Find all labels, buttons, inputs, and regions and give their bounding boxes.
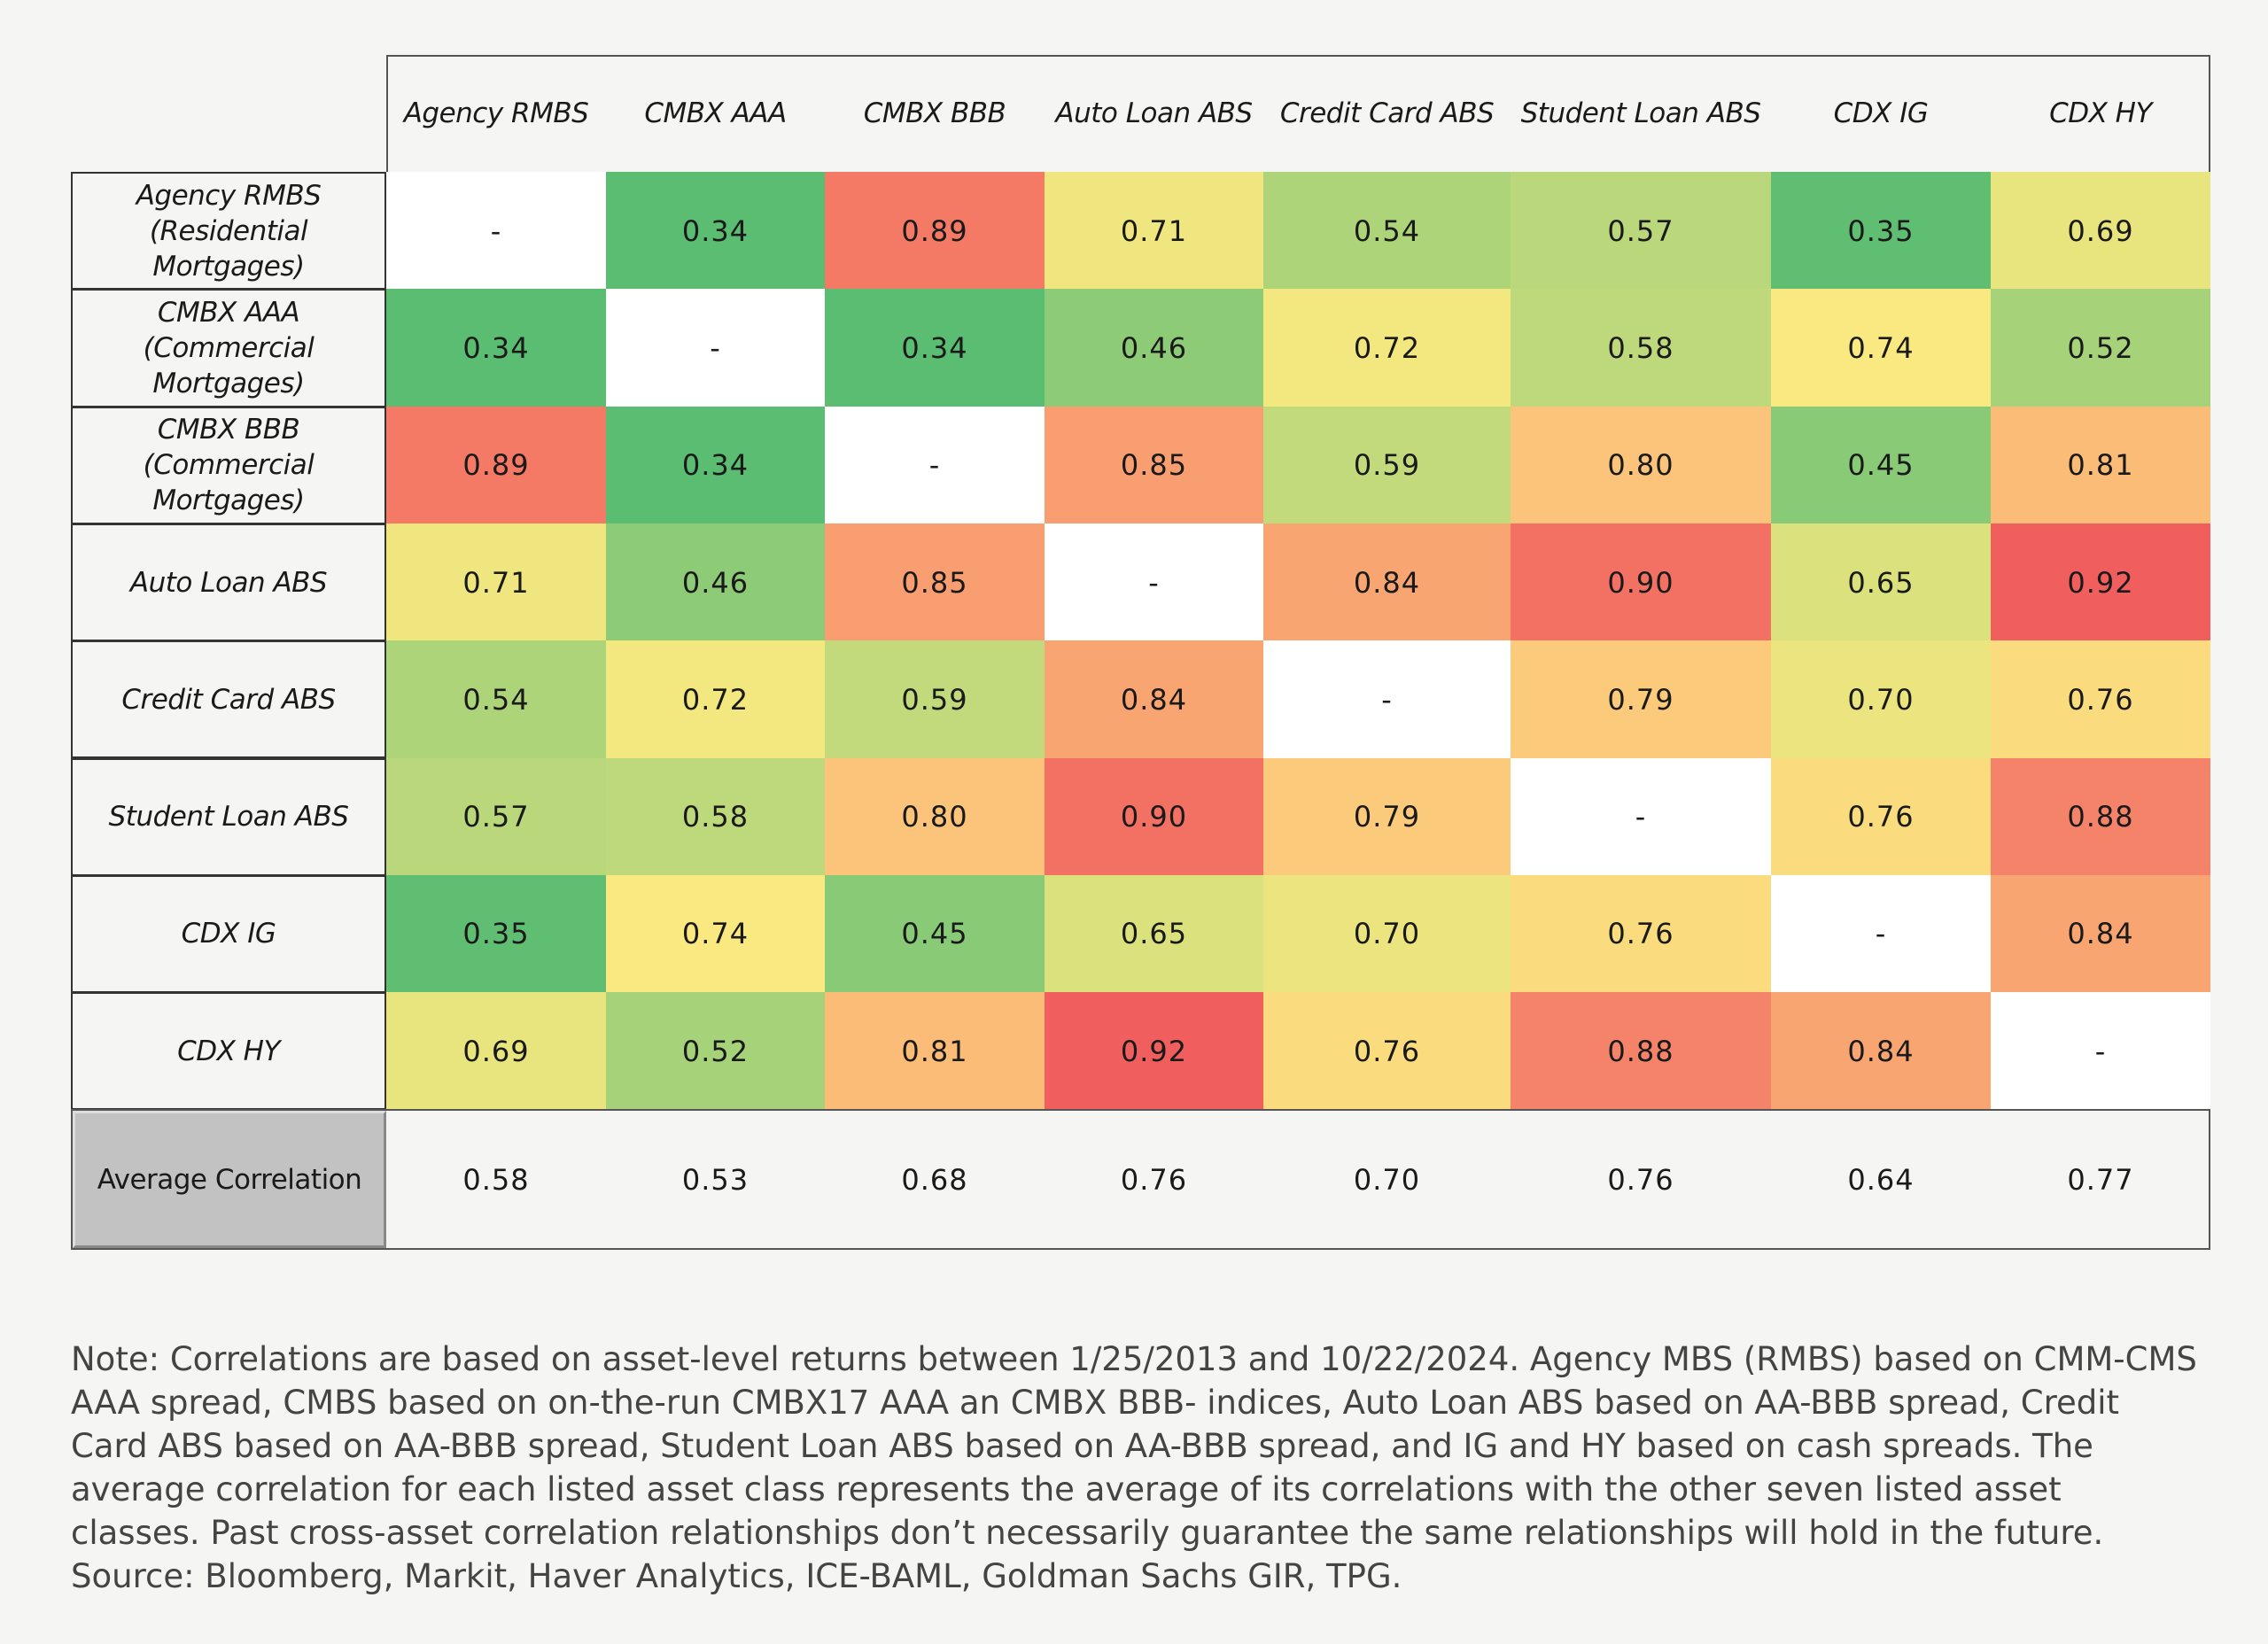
correlation-cell: 0.79 <box>1511 640 1771 759</box>
correlation-cell: 0.90 <box>1045 757 1263 876</box>
correlation-cell: 0.76 <box>1991 640 2210 759</box>
correlation-cell: 0.85 <box>825 523 1045 642</box>
correlation-cell: - <box>1511 757 1771 876</box>
correlation-cell: 0.81 <box>1991 406 2210 524</box>
correlation-cell: 0.69 <box>386 992 606 1111</box>
correlation-cell: 0.71 <box>1045 172 1263 291</box>
correlation-cell: 0.70 <box>1263 874 1511 994</box>
correlation-cell: 0.35 <box>1771 172 1991 291</box>
correlation-cell: - <box>825 406 1045 524</box>
correlation-cell: 0.72 <box>606 640 825 759</box>
column-header: CDX HY <box>2049 97 2152 129</box>
column-header: Credit Card ABS <box>1279 97 1495 129</box>
correlation-cell: 0.34 <box>386 289 606 407</box>
note: Note: Correlations are based on asset-le… <box>71 1340 2197 1595</box>
average-cell: 0.70 <box>1353 1162 1421 1197</box>
row-label: CMBX BBB (Commercial Mortgages) <box>71 406 386 524</box>
row-label: CDX IG <box>71 874 386 994</box>
column-header: CMBX AAA <box>644 97 787 129</box>
column-header: Student Loan ABS <box>1520 97 1761 129</box>
row-label: Agency RMBS (Residential Mortgages) <box>71 172 386 291</box>
correlation-cell: 0.89 <box>386 406 606 524</box>
correlation-cell: 0.84 <box>1771 992 1991 1111</box>
row-label: Auto Loan ABS <box>71 523 386 642</box>
correlation-cell: 0.45 <box>825 874 1045 994</box>
correlation-cell: - <box>1771 874 1991 994</box>
correlation-cell: 0.57 <box>1511 172 1771 291</box>
correlation-cell: - <box>1991 992 2210 1111</box>
average-label: Average Correlation <box>73 1111 386 1248</box>
row-label: CMBX AAA (Commercial Mortgages) <box>71 289 386 407</box>
correlation-cell: 0.45 <box>1771 406 1991 524</box>
correlation-cell: 0.34 <box>606 406 825 524</box>
average-cell: 0.64 <box>1847 1162 1915 1197</box>
correlation-cell: 0.92 <box>1991 523 2210 642</box>
correlation-cell: - <box>386 172 606 291</box>
correlation-cell: - <box>1263 640 1511 759</box>
correlation-cell: - <box>606 289 825 407</box>
row-label: Credit Card ABS <box>71 640 386 759</box>
average-cell: 0.77 <box>2067 1162 2134 1197</box>
average-cell: 0.58 <box>462 1162 530 1197</box>
correlation-cell: 0.65 <box>1771 523 1991 642</box>
correlation-cell: 0.54 <box>1263 172 1511 291</box>
correlation-cell: 0.89 <box>825 172 1045 291</box>
correlation-cell: 0.54 <box>386 640 606 759</box>
correlation-cell: 0.88 <box>1511 992 1771 1111</box>
row-label: Student Loan ABS <box>71 757 386 876</box>
correlation-cell: 0.84 <box>1045 640 1263 759</box>
correlation-cell: 0.74 <box>1771 289 1991 407</box>
correlation-cell: 0.81 <box>825 992 1045 1111</box>
correlation-cell: 0.76 <box>1771 757 1991 876</box>
correlation-cell: 0.34 <box>825 289 1045 407</box>
correlation-cell: 0.52 <box>1991 289 2210 407</box>
correlation-cell: 0.65 <box>1045 874 1263 994</box>
correlation-cell: 0.71 <box>386 523 606 642</box>
correlation-cell: 0.70 <box>1771 640 1991 759</box>
average-cell: 0.68 <box>901 1162 968 1197</box>
correlation-cell: 0.52 <box>606 992 825 1111</box>
column-header: CDX IG <box>1833 97 1929 129</box>
correlation-cell: 0.58 <box>1511 289 1771 407</box>
correlation-cell: 0.69 <box>1991 172 2210 291</box>
correlation-cell: 0.74 <box>606 874 825 994</box>
correlation-cell: - <box>1045 523 1263 642</box>
correlation-cell: 0.80 <box>1511 406 1771 524</box>
row-label: CDX HY <box>71 992 386 1111</box>
correlation-cell: 0.84 <box>1991 874 2210 994</box>
correlation-cell: 0.76 <box>1263 992 1511 1111</box>
average-cell: 0.76 <box>1120 1162 1188 1197</box>
correlation-cell: 0.92 <box>1045 992 1263 1111</box>
correlation-cell: 0.34 <box>606 172 825 291</box>
header-frame <box>386 55 2210 172</box>
correlation-cell: 0.46 <box>606 523 825 642</box>
correlation-cell: 0.79 <box>1263 757 1511 876</box>
column-header: Agency RMBS <box>403 97 589 129</box>
correlation-cell: 0.59 <box>1263 406 1511 524</box>
correlation-cell: 0.59 <box>825 640 1045 759</box>
average-frame <box>71 1109 2210 1250</box>
correlation-cell: 0.90 <box>1511 523 1771 642</box>
column-header: CMBX BBB <box>863 97 1006 129</box>
correlation-cell: 0.88 <box>1991 757 2210 876</box>
average-cell: 0.53 <box>681 1162 750 1197</box>
correlation-cell: 0.80 <box>825 757 1045 876</box>
correlation-cell: 0.72 <box>1263 289 1511 407</box>
correlation-cell: 0.85 <box>1045 406 1263 524</box>
correlation-cell: 0.84 <box>1263 523 1511 642</box>
average-cell: 0.76 <box>1607 1162 1674 1197</box>
correlation-cell: 0.57 <box>386 757 606 876</box>
correlation-cell: 0.35 <box>386 874 606 994</box>
column-header: Auto Loan ABS <box>1055 97 1253 129</box>
correlation-cell: 0.58 <box>606 757 825 876</box>
correlation-cell: 0.76 <box>1511 874 1771 994</box>
correlation-cell: 0.46 <box>1045 289 1263 407</box>
